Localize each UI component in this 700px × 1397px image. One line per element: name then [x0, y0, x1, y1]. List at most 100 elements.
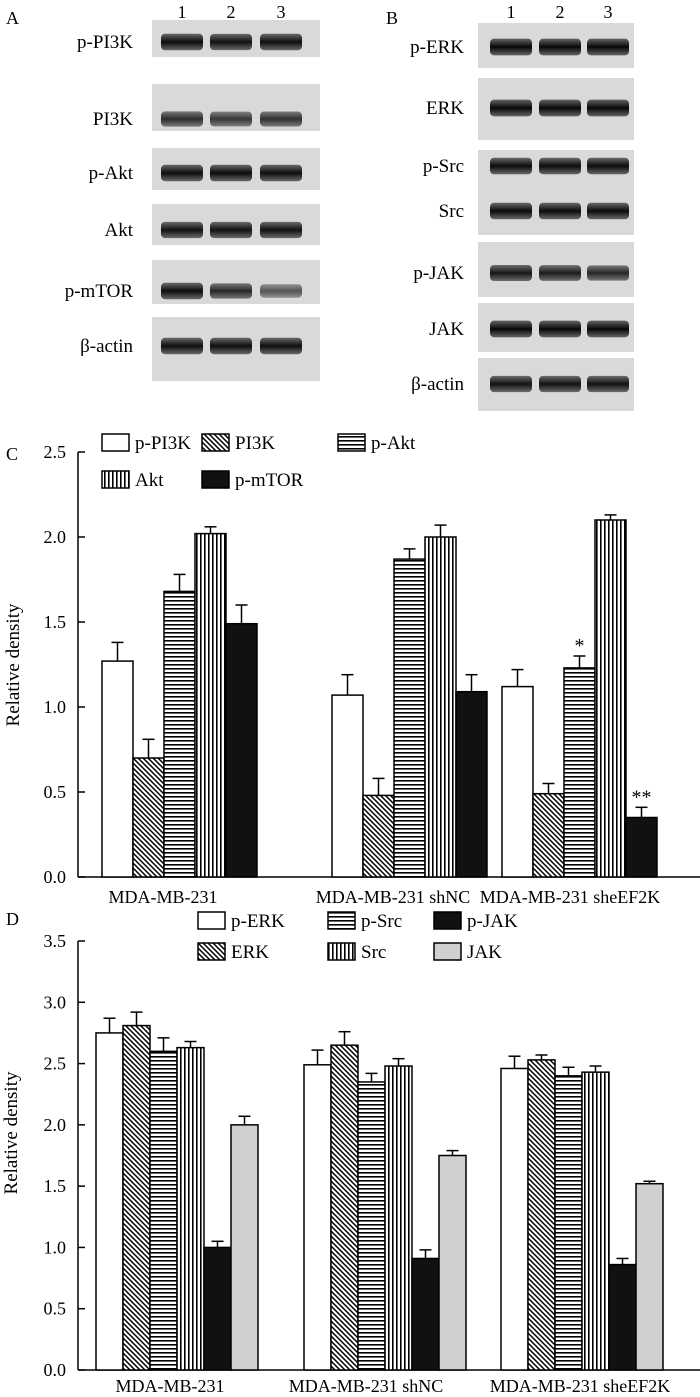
lane-labels-a: 1 2 3	[178, 2, 286, 22]
legend-swatch	[337, 433, 366, 452]
legend-swatch	[433, 942, 462, 961]
band	[260, 284, 302, 298]
bar	[625, 816, 658, 878]
band	[490, 320, 532, 338]
blot-row-label: p-PI3K	[77, 32, 133, 53]
chart-d: D Relative density 0.0 0.5 1.0 1.5 2.0 2.5 3.0…	[1, 909, 700, 1396]
bar	[362, 794, 395, 878]
bar	[225, 622, 258, 878]
bar	[527, 1059, 556, 1371]
legend-swatch	[201, 433, 230, 452]
lane-labels-b: 1 2 3	[507, 2, 613, 22]
y-tick-label: 1.0	[44, 1237, 67, 1257]
band	[161, 111, 203, 127]
bar	[393, 558, 426, 878]
legend-label: p-ERK	[231, 911, 285, 932]
x-category-label: MDA-MB-231 sheEF2K	[490, 1376, 671, 1396]
bar	[581, 1071, 610, 1371]
band	[490, 99, 532, 117]
bar	[563, 667, 596, 878]
band	[587, 320, 629, 338]
band	[490, 38, 532, 56]
blot-row-label: Akt	[105, 220, 134, 241]
band	[260, 164, 302, 182]
blot-row-label: p-mTOR	[65, 281, 134, 302]
band	[490, 264, 532, 282]
band	[490, 375, 532, 393]
x-category-label: MDA-MB-231	[115, 1376, 224, 1396]
legend-label: p-mTOR	[235, 470, 304, 491]
bar	[331, 694, 364, 878]
y-tick-label: 3.0	[44, 992, 67, 1012]
blot-panel-a: A 1 2 3 p-PI3K PI3K p-Akt Akt p-mTOR β-actin	[6, 2, 320, 381]
bar	[501, 685, 534, 878]
band	[210, 111, 252, 127]
bar	[455, 690, 488, 878]
band	[587, 202, 629, 220]
band	[587, 375, 629, 393]
band	[539, 375, 581, 393]
band	[260, 33, 302, 51]
legend-label: p-PI3K	[135, 433, 191, 454]
band	[260, 111, 302, 127]
panel-label-b: B	[386, 8, 398, 28]
lane-number: 3	[277, 2, 286, 22]
y-axis-label-c: Relative density	[3, 603, 24, 726]
legend-label: ERK	[231, 942, 269, 963]
y-tick-label: 0.0	[44, 1360, 67, 1380]
bar	[594, 519, 627, 878]
band	[539, 265, 581, 281]
band	[161, 33, 203, 51]
band	[260, 221, 302, 239]
legend-c: p-PI3K PI3K p-Akt Akt p-mTOR	[101, 433, 416, 491]
significance-mark: *	[575, 635, 585, 657]
bar	[608, 1263, 637, 1371]
bar	[554, 1075, 583, 1371]
bar	[122, 1024, 151, 1371]
legend-label: p-Akt	[371, 433, 416, 454]
lane-number: 1	[507, 2, 516, 22]
y-axis-label-d: Relative density	[1, 1071, 22, 1194]
y-tick-label: 2.0	[44, 1115, 67, 1135]
legend-swatch	[197, 911, 226, 930]
blot-row-label: JAK	[429, 319, 464, 340]
blot-row-label: p-Src	[423, 156, 464, 177]
bar	[203, 1246, 232, 1371]
panel-label-c: C	[6, 444, 18, 464]
x-category-label: MDA-MB-231 shNC	[289, 1376, 444, 1396]
bar	[424, 536, 457, 878]
blot-row-label: ERK	[426, 98, 464, 119]
y-tick-label: 0.5	[44, 782, 67, 802]
legend-swatch	[327, 942, 356, 961]
y-tick-label: 1.5	[44, 1176, 67, 1196]
blot-panel-b: B 1 2 3 p-ERK ERK p-Src Src p-JAK JAK β-actin	[386, 2, 634, 411]
band	[587, 38, 629, 56]
lane-number: 1	[178, 2, 187, 22]
lane-number: 2	[556, 2, 565, 22]
chart-c: C Relative density 0.0 0.5 1.0 1.5 2.0 2.5 MDA…	[3, 433, 700, 907]
band	[210, 221, 252, 239]
lane-number: 3	[604, 2, 613, 22]
bar	[230, 1124, 259, 1371]
bar	[411, 1257, 440, 1371]
y-tick-label: 1.5	[44, 612, 67, 632]
legend-d: p-ERK ERK p-Src Src p-JAK JAK	[197, 911, 518, 963]
legend-swatch	[197, 942, 226, 961]
legend-label: p-Src	[361, 911, 402, 932]
blot-row-label: PI3K	[93, 109, 133, 130]
legend-label: Akt	[135, 470, 164, 491]
band	[490, 157, 532, 175]
band	[161, 164, 203, 182]
blot-row-label: β-actin	[411, 374, 464, 395]
blot-rows-a: p-PI3K PI3K p-Akt Akt p-mTOR β-actin	[65, 20, 320, 381]
blot-row-label: p-Akt	[89, 163, 134, 184]
band	[161, 337, 203, 355]
band	[539, 320, 581, 338]
bar	[384, 1065, 413, 1371]
bar	[500, 1067, 529, 1371]
y-tick-label: 3.5	[44, 931, 67, 951]
bar	[532, 792, 565, 878]
panel-label-a: A	[6, 8, 19, 28]
legend-label: Src	[361, 942, 386, 963]
